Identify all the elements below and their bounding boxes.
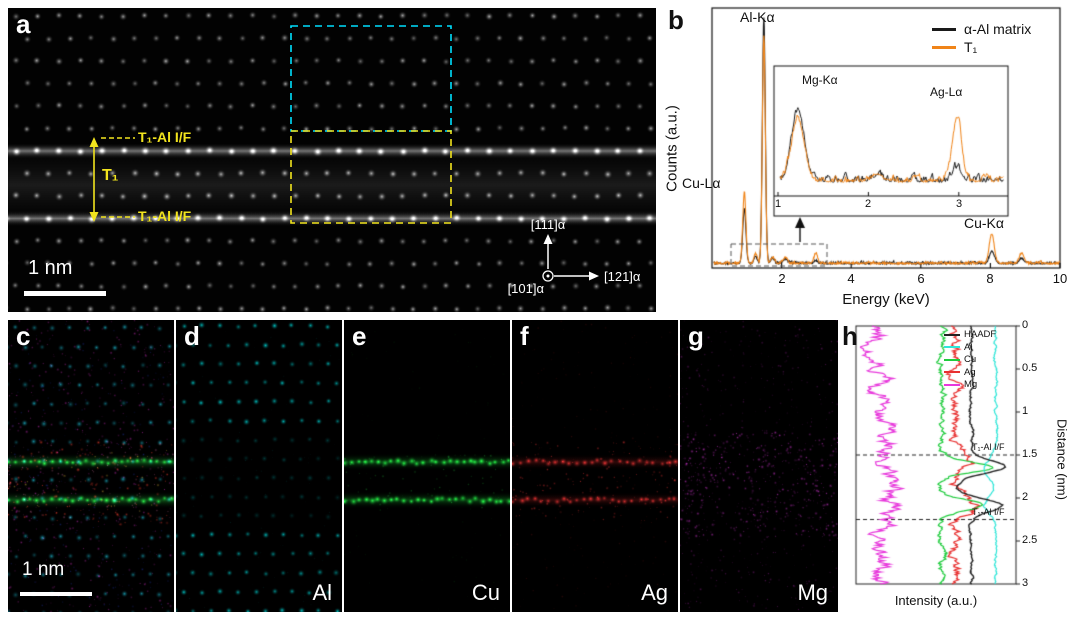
spectrum-legend-item-matrix: α-Al matrix (932, 22, 1031, 36)
legend-label: HAADF (964, 329, 997, 340)
dist-tick-25: 2.5 (1022, 534, 1038, 546)
mg-element-label: Mg (797, 580, 828, 605)
legend-label: Al (964, 341, 973, 353)
legend-swatch (944, 358, 960, 361)
yellow-roi-box (290, 130, 452, 224)
peak-label-al-k: Al-Kα (740, 9, 775, 25)
axis-121-arrow (554, 271, 599, 281)
t1-label: T₁ (102, 167, 119, 184)
ag-map-canvas (512, 320, 678, 612)
panel-a-annotations (89, 25, 599, 282)
legend-label: Cu (964, 354, 977, 365)
dist-tick-0: 0 (1022, 320, 1029, 331)
legend-swatch (944, 383, 960, 386)
legend-swatch (944, 371, 960, 374)
legend-item-ag: Ag (944, 366, 996, 378)
panel-d-al-map: d Al (176, 320, 342, 612)
legend-item-haadf: HAADF (944, 330, 996, 340)
map-scalebar (20, 592, 92, 596)
eds-spectrum-canvas (656, 0, 1080, 316)
legend-label-t1: T₁ (964, 39, 978, 55)
inset-tick-3: 3 (955, 198, 963, 210)
cyan-roi-box (290, 25, 452, 132)
x-tick-4: 4 (847, 271, 855, 286)
dist-tick-05: 0.5 (1022, 362, 1038, 374)
legend-item-al: Al (944, 341, 996, 353)
x-tick-2: 2 (778, 271, 786, 286)
inset-tick-2: 2 (864, 198, 872, 210)
energy-axis-label: Energy (keV) (842, 291, 930, 308)
spectrum-legend-item-t1: T₁ (932, 40, 977, 54)
dist-tick-15: 1.5 (1022, 448, 1038, 460)
scalebar-label: 1 nm (28, 257, 73, 279)
profile-interface-label-top: T₁-Al I/F (972, 442, 1005, 452)
panel-d-label: d (184, 321, 200, 351)
panel-g-label: g (688, 321, 704, 351)
dist-tick-2: 2 (1022, 491, 1029, 503)
panel-b-eds-spectrum: b Counts (a.u.) Energy (keV) α-Al matrix… (656, 0, 1080, 316)
panel-b-label: b (668, 5, 684, 35)
axis-101-zone-symbol (542, 270, 554, 282)
legend-item-cu: Cu (944, 355, 996, 365)
mg-map-canvas (680, 320, 838, 612)
legend-swatch-matrix (932, 27, 956, 31)
x-tick-8: 8 (986, 271, 994, 286)
legend-swatch (944, 333, 960, 336)
axis-111-label: [111]α (530, 217, 566, 232)
line-profiles-canvas (840, 320, 1080, 612)
panel-f-ag-map: f Ag (512, 320, 678, 612)
panel-h-line-profiles: h HAADF Al Cu Ag Mg 0 0.5 1 1.5 2 2.5 3 Dist… (840, 320, 1080, 612)
panel-g-mg-map: g Mg (680, 320, 838, 612)
panel-e-label: e (352, 321, 367, 351)
counts-axis-label: Counts (a.u.) (663, 105, 681, 192)
ag-element-label: Ag (641, 580, 668, 605)
peak-label-cu-k: Cu-Kα (964, 215, 1004, 231)
axis-101-label: [101]α (507, 281, 544, 296)
peak-label-cu-l: Cu-Lα (682, 175, 721, 191)
panel-c-composite-map: c 1 nm (8, 320, 174, 612)
axis-121-label: [121]α (604, 269, 641, 284)
legend-swatch (944, 346, 960, 349)
legend-item-mg: Mg (944, 380, 996, 390)
inset-peak-label-ag-l: Ag-Lα (930, 85, 963, 99)
axis-111-arrow (543, 234, 553, 269)
panel-c-label: c (16, 321, 31, 351)
inset-tick-1: 1 (774, 198, 782, 210)
composite-map-canvas (8, 320, 174, 612)
x-tick-6: 6 (917, 271, 925, 286)
profiles-legend: HAADF Al Cu Ag Mg (944, 330, 996, 393)
panel-f-label: f (520, 321, 529, 351)
profile-interface-label-bottom: T₁-Al I/F (972, 507, 1005, 517)
t1-thickness-arrow (89, 137, 99, 222)
panel-e-cu-map: e Cu (344, 320, 510, 612)
cu-map-canvas (344, 320, 510, 612)
inset-peak-label-mg-k: Mg-Kα (802, 73, 838, 87)
legend-swatch-t1 (932, 45, 956, 49)
distance-axis-label: Distance (nm) (1054, 419, 1070, 500)
intensity-axis-label: Intensity (a.u.) (894, 593, 978, 608)
dist-tick-3: 3 (1022, 577, 1029, 589)
map-scalebar-label: 1 nm (22, 559, 65, 580)
legend-label: Mg (964, 379, 978, 390)
dist-tick-1: 1 (1022, 405, 1029, 417)
legend-label-matrix: α-Al matrix (964, 21, 1032, 37)
interface-label-bottom: T₁-Al I/F (138, 208, 192, 224)
legend-label: Ag (964, 366, 976, 378)
panel-h-label: h (842, 321, 858, 351)
scalebar (24, 291, 106, 296)
panel-a-label: a (16, 9, 31, 39)
interface-label-top: T₁-Al I/F (138, 129, 192, 145)
cu-element-label: Cu (471, 580, 500, 605)
al-map-canvas (176, 320, 342, 612)
al-element-label: Al (312, 580, 332, 605)
x-tick-10: 10 (1052, 271, 1068, 286)
panel-a-haadf-image: a T₁ T₁-Al I/F T₁-Al I/F 1 nm [111]α [12… (8, 8, 656, 312)
